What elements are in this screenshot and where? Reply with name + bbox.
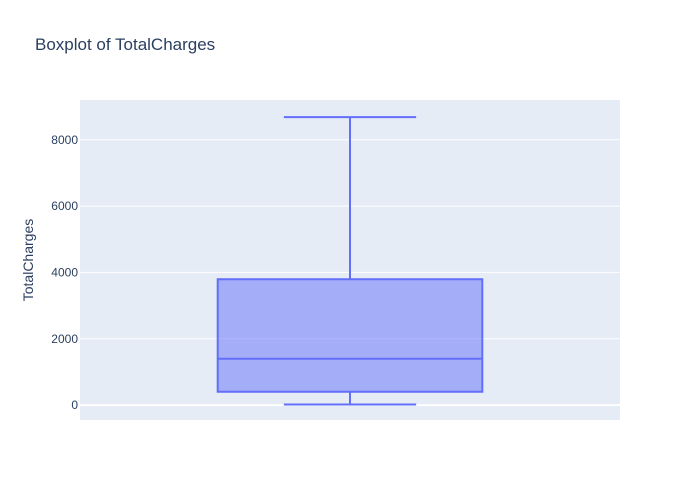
y-tick-label-6000: 6000	[51, 199, 78, 213]
y-axis-title: TotalCharges	[20, 219, 36, 302]
y-axis-ticks: 0 2000 4000 6000 8000	[51, 133, 78, 412]
y-tick-label-2000: 2000	[51, 332, 78, 346]
y-tick-label-0: 0	[71, 398, 78, 412]
box-trace[interactable]	[216, 116, 484, 406]
chart-title: Boxplot of TotalCharges	[35, 35, 215, 54]
y-tick-label-8000: 8000	[51, 133, 78, 147]
y-tick-label-4000: 4000	[51, 265, 78, 279]
interquartile-box[interactable]	[216, 278, 484, 393]
